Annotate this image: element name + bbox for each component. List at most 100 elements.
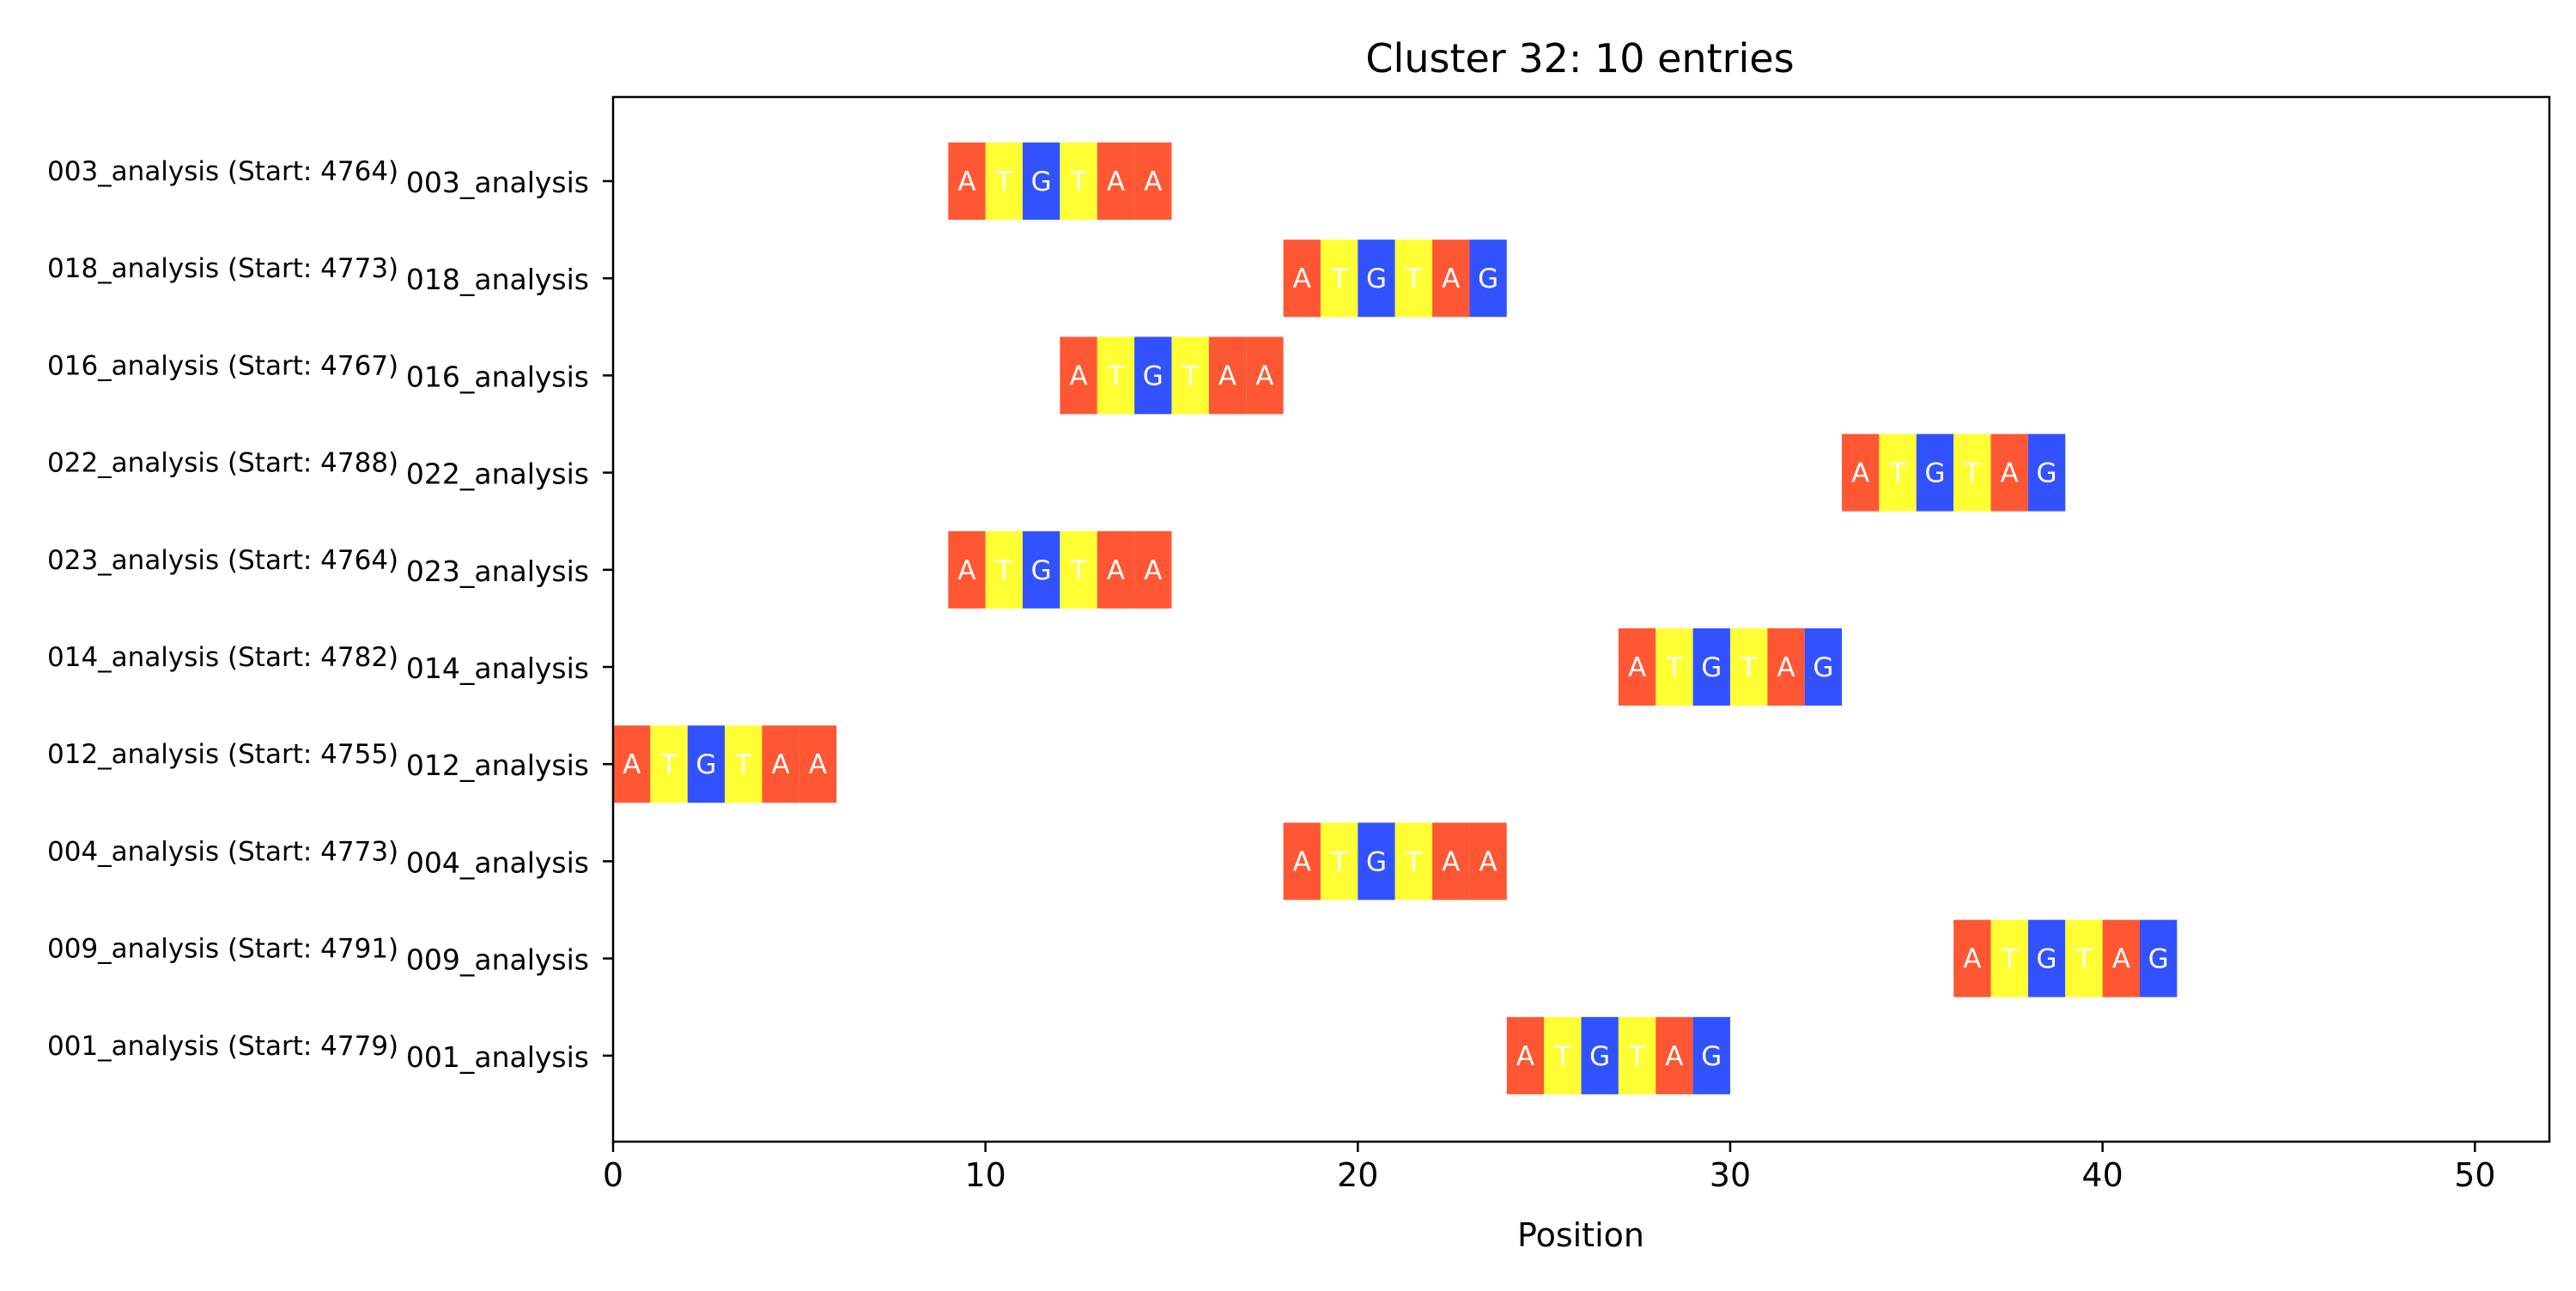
base-letter: T	[1628, 1041, 1646, 1072]
base-block	[650, 725, 688, 803]
base-letter: T	[1330, 264, 1348, 294]
base-block	[2027, 919, 2066, 997]
y-tick-label: 022_analysis	[406, 458, 589, 491]
base-block	[2065, 919, 2103, 997]
base-letter: G	[1031, 555, 1052, 586]
base-letter: G	[1924, 458, 1945, 489]
base-letter: T	[995, 555, 1013, 586]
base-letter: A	[2001, 458, 2019, 489]
base-letter: A	[1516, 1041, 1534, 1072]
base-block	[1060, 530, 1097, 609]
base-letter: T	[1553, 1041, 1571, 1072]
base-letter: T	[1665, 652, 1683, 683]
base-block	[2027, 433, 2066, 512]
base-block	[1060, 142, 1097, 220]
base-letter: A	[1665, 1041, 1683, 1072]
base-letter: T	[1405, 846, 1423, 877]
base-letter: G	[2037, 944, 2057, 975]
y-tick-label: 004_analysis	[406, 846, 589, 879]
base-letter: G	[1143, 361, 1163, 391]
x-tick-label: 50	[2454, 1156, 2495, 1194]
y-tick-label: 001_analysis	[406, 1040, 589, 1074]
base-letter: A	[1069, 361, 1087, 391]
base-letter: T	[1405, 264, 1423, 294]
base-block	[1953, 919, 1991, 997]
base-block	[1544, 1016, 1582, 1094]
base-block	[2139, 919, 2178, 997]
base-block	[613, 725, 651, 803]
base-letter: T	[1889, 458, 1907, 489]
row-start-annotation: 018_analysis (Start: 4773)	[47, 253, 398, 284]
x-tick-label: 20	[1337, 1156, 1378, 1194]
base-letter: G	[696, 749, 716, 780]
base-letter: T	[734, 749, 752, 780]
base-letter: A	[957, 555, 975, 586]
base-block	[799, 725, 837, 803]
row-start-annotation: 016_analysis (Start: 4767)	[47, 350, 398, 381]
base-letter: A	[1442, 264, 1460, 294]
base-letter: A	[1107, 167, 1125, 197]
y-tick-label: 016_analysis	[406, 360, 589, 393]
row-start-annotation: 003_analysis (Start: 4764)	[47, 156, 398, 187]
base-block	[1394, 822, 1433, 900]
base-letter: A	[1255, 361, 1273, 391]
base-letter: A	[1144, 555, 1162, 586]
base-letter: A	[1293, 264, 1311, 294]
base-letter: G	[1589, 1041, 1610, 1072]
base-block	[1916, 433, 1954, 512]
base-letter: A	[1479, 846, 1497, 877]
base-letter: A	[1628, 652, 1646, 683]
row-start-annotation: 004_analysis (Start: 4773)	[47, 836, 398, 867]
base-letter: G	[1031, 167, 1052, 197]
base-block	[1023, 142, 1060, 220]
base-block	[1506, 1016, 1545, 1094]
base-letter: A	[772, 749, 790, 780]
base-letter: A	[1218, 361, 1236, 391]
base-block	[1842, 433, 1880, 512]
base-letter: A	[1851, 458, 1869, 489]
y-tick-label: 003_analysis	[406, 166, 589, 199]
base-block	[762, 725, 799, 803]
base-block	[1283, 822, 1321, 900]
base-letter: G	[1813, 652, 1833, 683]
base-letter: A	[1293, 846, 1311, 877]
base-letter: T	[660, 749, 678, 780]
base-block	[1692, 628, 1730, 706]
base-block	[1358, 822, 1395, 900]
base-letter: A	[1442, 846, 1460, 877]
base-block	[1990, 919, 2028, 997]
base-letter: G	[1478, 264, 1498, 294]
base-block	[1208, 336, 1247, 415]
x-tick-label: 10	[964, 1156, 1005, 1194]
base-block	[1656, 628, 1693, 706]
base-letter: T	[1740, 652, 1758, 683]
base-block	[1097, 530, 1135, 609]
y-tick-label: 023_analysis	[406, 555, 589, 588]
base-letter: G	[1366, 846, 1387, 877]
row-start-annotation: 022_analysis (Start: 4788)	[47, 448, 398, 479]
y-tick-label: 009_analysis	[406, 943, 589, 977]
base-block	[1953, 433, 1991, 512]
base-block	[1581, 1016, 1619, 1094]
base-letter: T	[2075, 944, 2093, 975]
base-letter: A	[1963, 944, 1981, 975]
base-block	[1394, 239, 1433, 318]
base-letter: T	[1963, 458, 1981, 489]
base-block	[1729, 628, 1768, 706]
row-start-annotation: 009_analysis (Start: 4791)	[47, 934, 398, 965]
base-block	[1134, 336, 1172, 415]
base-letter: A	[623, 749, 641, 780]
base-letter: A	[2112, 944, 2130, 975]
base-letter: G	[1366, 264, 1387, 294]
base-letter: G	[1701, 652, 1722, 683]
base-letter: T	[1107, 361, 1125, 391]
base-block	[1618, 1016, 1656, 1094]
base-letter: A	[1107, 555, 1125, 586]
chart-title: Cluster 32: 10 entries	[1365, 35, 1794, 82]
base-letter: G	[2148, 944, 2169, 975]
base-block	[1432, 239, 1470, 318]
base-block	[1134, 530, 1172, 609]
